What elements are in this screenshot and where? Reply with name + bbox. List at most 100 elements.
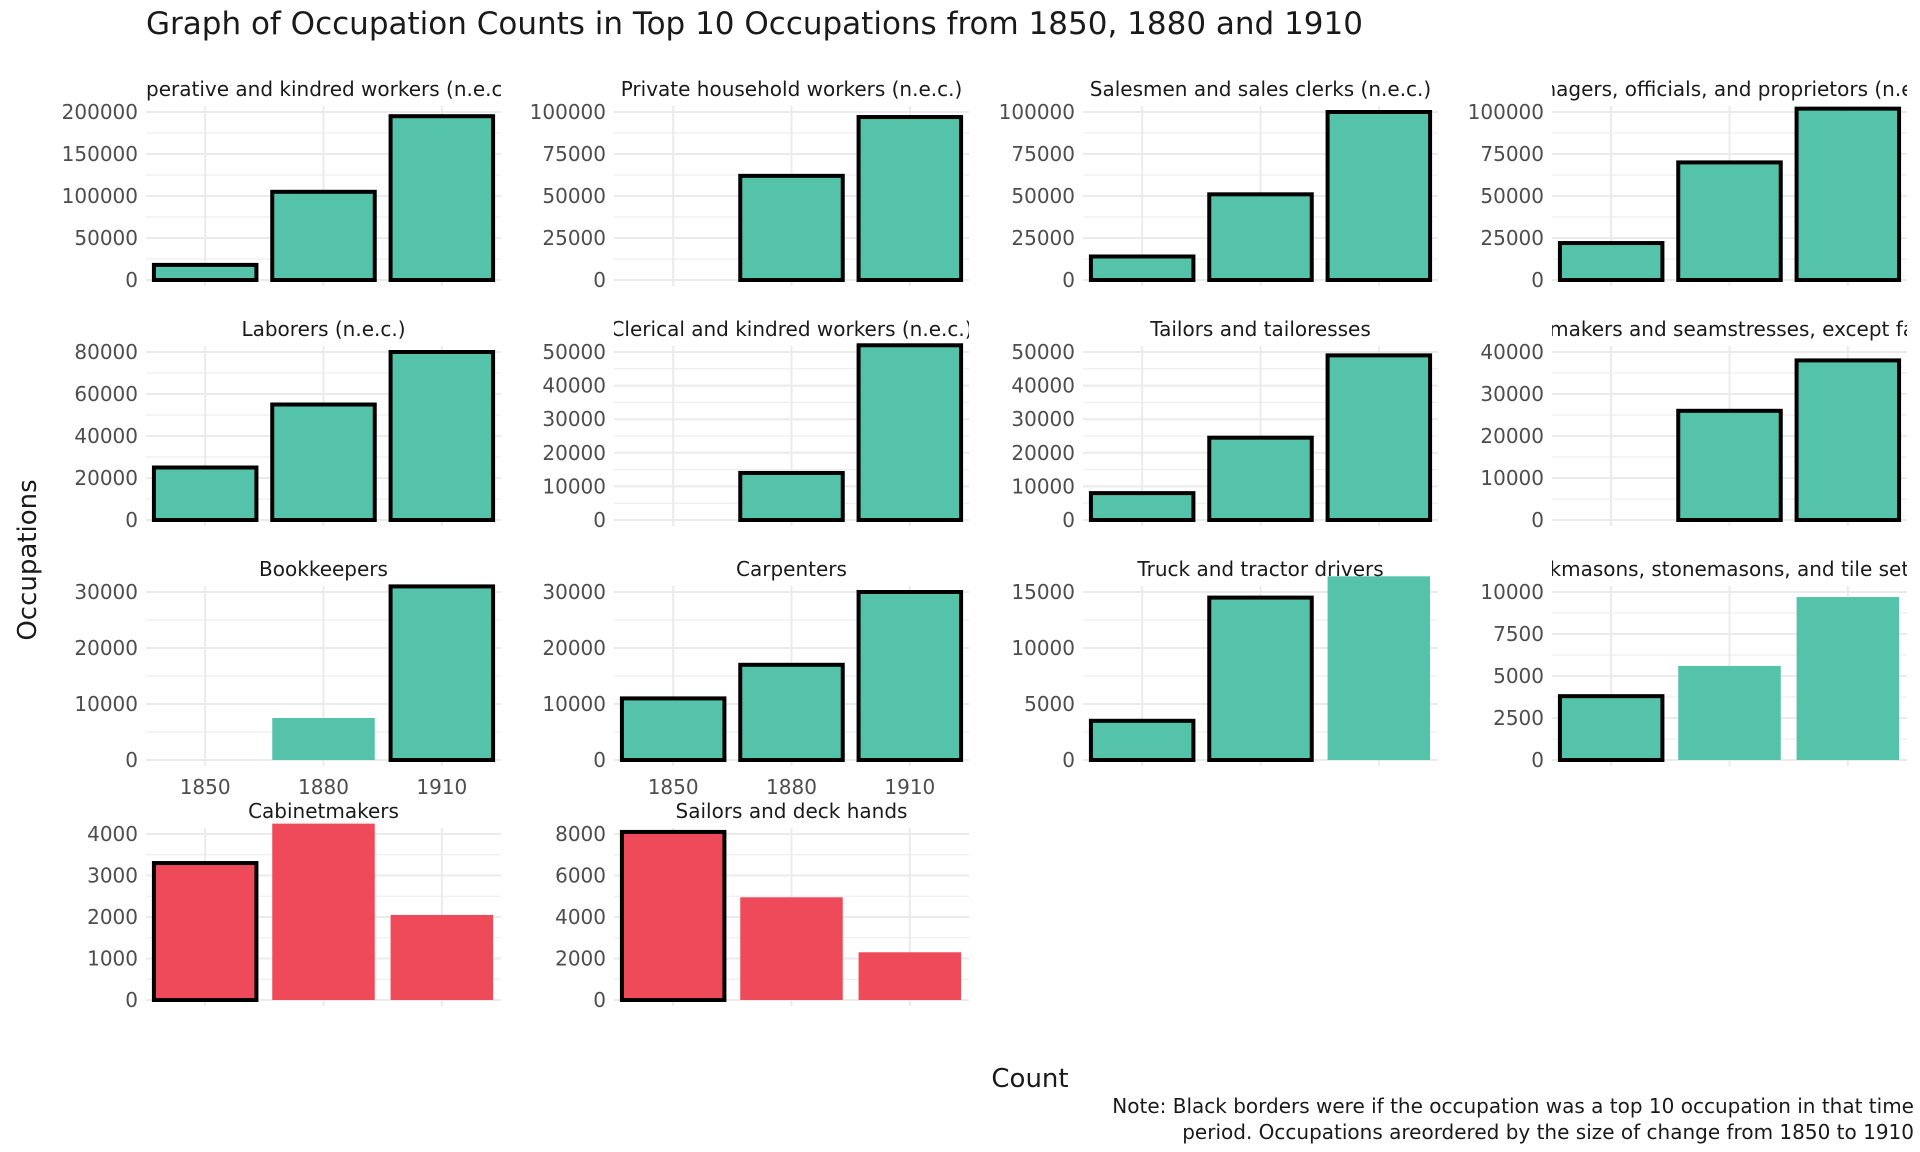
panel-title: Bookkeepers bbox=[259, 557, 388, 581]
y-tick-label: 2500 bbox=[1493, 706, 1544, 730]
panel-title: Operative and kindred workers (n.e.c.) bbox=[130, 77, 516, 101]
y-tick-label: 2000 bbox=[555, 947, 606, 971]
y-tick-label: 25000 bbox=[1480, 226, 1544, 250]
y-tick-label: 0 bbox=[593, 508, 606, 532]
panel-title: Sailors and deck hands bbox=[676, 799, 908, 823]
y-tick-label: 100000 bbox=[999, 100, 1075, 124]
y-tick-label: 3000 bbox=[87, 864, 138, 888]
panel-title: Managers, officials, and proprietors (n.… bbox=[1514, 77, 1920, 101]
y-tick-label: 30000 bbox=[542, 580, 606, 604]
bar-1910 bbox=[1325, 110, 1433, 282]
note-line-2: period. Occupations areordered by the si… bbox=[1182, 1120, 1914, 1144]
bar-1880 bbox=[272, 823, 375, 1000]
bar-1910 bbox=[388, 350, 496, 522]
y-tick-label: 40000 bbox=[1011, 374, 1075, 398]
y-tick-label: 20000 bbox=[542, 636, 606, 660]
panel-2: 0 25000 50000 75000 100000 Private household … bbox=[530, 77, 969, 292]
bar-1910 bbox=[856, 115, 964, 283]
y-tick-label: 20000 bbox=[1480, 424, 1544, 448]
y-tick-label: 0 bbox=[593, 748, 606, 772]
y-tick-label: 10000 bbox=[1480, 466, 1544, 490]
x-tick-label: 1880 bbox=[298, 775, 349, 799]
x-axis-title: Count bbox=[991, 1064, 1069, 1094]
y-tick-label: 0 bbox=[125, 748, 138, 772]
bar-1850 bbox=[619, 829, 727, 1002]
y-tick-label: 50000 bbox=[1480, 184, 1544, 208]
bar-1910 bbox=[1794, 106, 1902, 282]
y-tick-label: 20000 bbox=[1011, 441, 1075, 465]
panel-13: 0 1000 2000 3000 4000 Cabinetmakers bbox=[87, 799, 501, 1012]
bar-1880 bbox=[1678, 665, 1781, 760]
y-tick-label: 0 bbox=[1062, 748, 1075, 772]
y-tick-label: 100000 bbox=[62, 184, 138, 208]
y-tick-label: 10000 bbox=[542, 692, 606, 716]
bar-1880 bbox=[738, 173, 845, 282]
y-tick-label: 4000 bbox=[87, 822, 138, 846]
y-tick-label: 60000 bbox=[74, 382, 138, 406]
bar-1910 bbox=[856, 590, 964, 762]
y-tick-label: 30000 bbox=[1011, 407, 1075, 431]
y-tick-label: 8000 bbox=[555, 822, 606, 846]
y-tick-label: 10000 bbox=[542, 474, 606, 498]
panel-title: Cabinetmakers bbox=[248, 799, 399, 823]
bar-1910 bbox=[388, 584, 496, 763]
bar-1880 bbox=[1676, 408, 1783, 522]
bar-1910 bbox=[388, 114, 496, 282]
bar-1910 bbox=[858, 952, 962, 1000]
y-tick-label: 100000 bbox=[1468, 100, 1544, 124]
bar-1880 bbox=[1207, 435, 1314, 522]
bar-1910 bbox=[856, 343, 964, 522]
y-tick-label: 0 bbox=[1531, 268, 1544, 292]
y-tick-label: 75000 bbox=[1011, 142, 1075, 166]
y-tick-label: 40000 bbox=[542, 374, 606, 398]
y-tick-label: 50000 bbox=[1011, 340, 1075, 364]
panel-title: Clerical and kindred workers (n.e.c.) bbox=[610, 317, 972, 341]
y-tick-label: 0 bbox=[1062, 268, 1075, 292]
bar-1850 bbox=[1088, 718, 1196, 762]
bar-1910 bbox=[1794, 358, 1902, 522]
y-tick-label: 40000 bbox=[74, 424, 138, 448]
x-tick-label: 1850 bbox=[180, 775, 231, 799]
y-tick-label: 20000 bbox=[74, 636, 138, 660]
y-tick-label: 30000 bbox=[1480, 382, 1544, 406]
y-tick-label: 1000 bbox=[87, 947, 138, 971]
y-tick-label: 0 bbox=[593, 988, 606, 1012]
y-tick-label: 0 bbox=[1062, 508, 1075, 532]
y-tick-label: 10000 bbox=[74, 692, 138, 716]
bar-1850 bbox=[1088, 254, 1196, 283]
bar-1880 bbox=[272, 718, 375, 760]
bar-1850 bbox=[1557, 694, 1665, 762]
bar-1910 bbox=[1796, 597, 1900, 760]
bar-1910 bbox=[1325, 353, 1433, 522]
bar-1910 bbox=[390, 914, 494, 1000]
y-tick-label: 30000 bbox=[74, 580, 138, 604]
bar-1880 bbox=[740, 897, 843, 1000]
panel-title: Tailors and tailoresses bbox=[1149, 317, 1371, 341]
panel-11: 0 5000 10000 15000 Truck and tractor drivers bbox=[1011, 557, 1438, 772]
y-tick-label: 150000 bbox=[62, 142, 138, 166]
panel-title: Carpenters bbox=[736, 557, 847, 581]
y-tick-label: 7500 bbox=[1493, 622, 1544, 646]
y-tick-label: 15000 bbox=[1011, 580, 1075, 604]
bar-1880 bbox=[270, 189, 377, 282]
y-tick-label: 5000 bbox=[1493, 664, 1544, 688]
y-tick-label: 0 bbox=[125, 268, 138, 292]
y-tick-label: 6000 bbox=[555, 864, 606, 888]
y-tick-label: 75000 bbox=[542, 142, 606, 166]
panel-title: Truck and tractor drivers bbox=[1136, 557, 1383, 581]
bar-1880 bbox=[270, 402, 377, 522]
panel-title: Dressmakers and seamstresses, except fac… bbox=[1493, 317, 1920, 341]
chart-title: Graph of Occupation Counts in Top 10 Occ… bbox=[146, 6, 1363, 42]
panel-10: 0 10000 20000 30000 1850 1880 1910 Carpenters bbox=[542, 557, 969, 799]
y-tick-label: 10000 bbox=[1011, 636, 1075, 660]
y-tick-label: 50000 bbox=[542, 184, 606, 208]
y-tick-label: 25000 bbox=[542, 226, 606, 250]
bar-1880 bbox=[1207, 595, 1314, 762]
y-tick-label: 200000 bbox=[62, 100, 138, 124]
y-tick-label: 2000 bbox=[87, 905, 138, 929]
note-line-1: Note: Black borders were if the occupati… bbox=[1112, 1094, 1914, 1118]
bar-1880 bbox=[1676, 160, 1783, 282]
